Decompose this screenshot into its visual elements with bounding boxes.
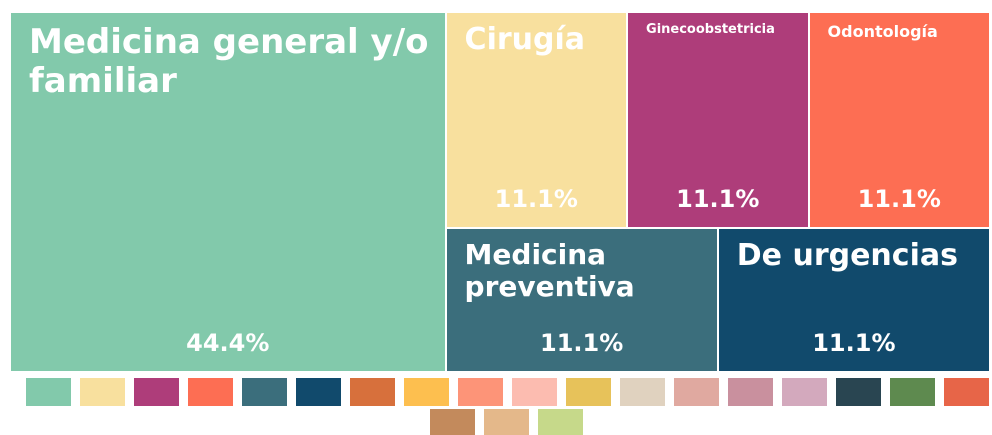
legend-swatch <box>674 378 719 406</box>
tile-value-label: 11.1% <box>540 329 624 357</box>
legend-swatch <box>296 378 341 406</box>
tile-label: Cirugía <box>464 22 586 57</box>
tile-value-label: 11.1% <box>676 185 760 213</box>
legend-swatch <box>538 409 583 435</box>
tile-value-label: 11.1% <box>812 329 896 357</box>
tile-label: Medicina preventiva <box>464 238 635 304</box>
legend-swatch <box>134 378 179 406</box>
treemap-tile: Cirugía 11.1% <box>445 12 628 228</box>
legend-swatch <box>782 378 827 406</box>
legend-swatch <box>620 378 665 406</box>
legend-swatch <box>188 378 233 406</box>
legend-swatch <box>350 378 395 406</box>
treemap-tile: Ginecoobstetricia 11.1% <box>627 12 809 228</box>
legend-swatch <box>728 378 773 406</box>
tile-value-label: 11.1% <box>494 185 578 213</box>
tile-value-label: 11.1% <box>857 185 941 213</box>
treemap-tile: De urgencias 11.1% <box>717 228 990 372</box>
legend-swatch <box>512 378 557 406</box>
treemap-tile: Medicina general y/o familiar 44.4% <box>10 12 446 372</box>
tile-label: Odontología <box>827 22 938 41</box>
treemap-tile: Odontología 11.1% <box>808 12 990 228</box>
tile-label: De urgencias <box>736 238 958 273</box>
legend-swatch <box>404 378 449 406</box>
legend-swatch <box>26 378 71 406</box>
tile-label: Medicina general y/o familiar <box>29 22 429 102</box>
legend-swatch <box>566 378 611 406</box>
legend-swatch <box>458 378 503 406</box>
legend-swatch <box>890 378 935 406</box>
treemap-tile: Medicina preventiva 11.1% <box>445 228 718 372</box>
legend-swatch <box>430 409 475 435</box>
tile-value-label: 44.4% <box>186 329 270 357</box>
tile-label: Ginecoobstetricia <box>646 22 775 37</box>
legend-swatch <box>944 378 989 406</box>
legend-swatch <box>80 378 125 406</box>
legend-swatch <box>836 378 881 406</box>
legend-swatch <box>242 378 287 406</box>
legend-swatch <box>484 409 529 435</box>
